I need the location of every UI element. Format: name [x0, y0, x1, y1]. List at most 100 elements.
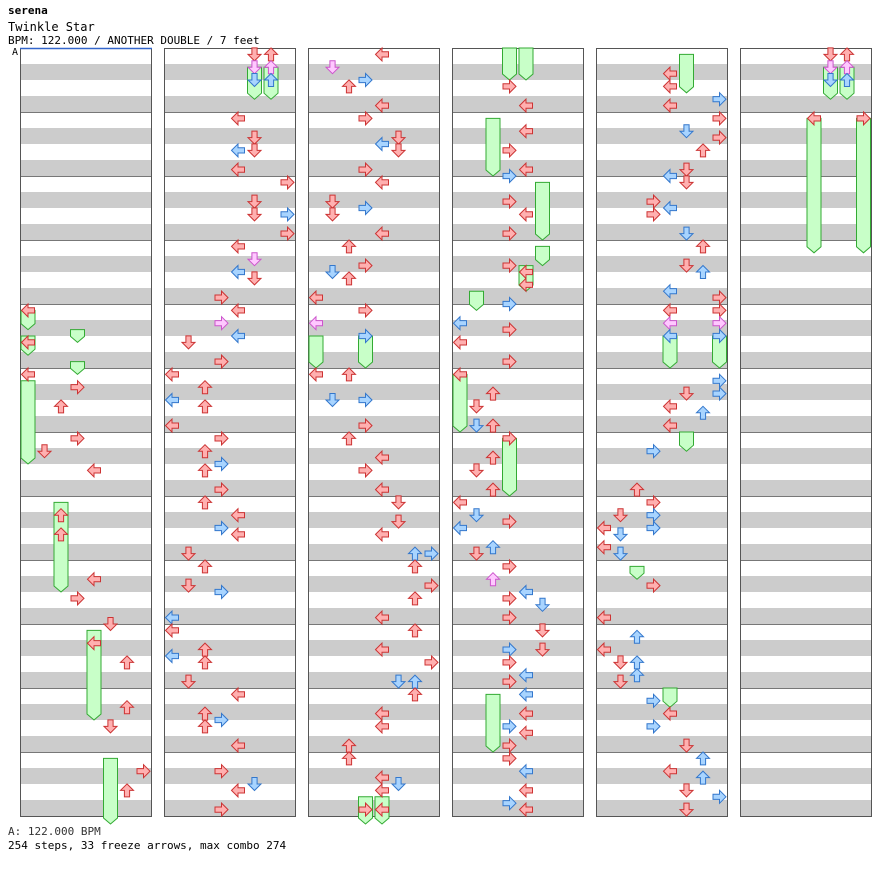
step-arrow — [822, 60, 839, 75]
step-arrow — [341, 431, 357, 446]
step-arrow — [662, 417, 677, 434]
beat-stripe — [740, 64, 872, 80]
beat-stripe — [164, 224, 296, 240]
step-arrow — [502, 78, 517, 95]
beat-stripe — [20, 224, 152, 240]
step-arrow — [341, 751, 357, 766]
step-arrow — [341, 239, 357, 254]
step-arrow — [695, 770, 711, 785]
beat-stripe — [308, 608, 440, 624]
beat-stripe — [308, 576, 440, 592]
beat-stripe — [452, 128, 584, 144]
beat-stripe — [740, 544, 872, 560]
beat-stripe — [596, 672, 728, 688]
beat-stripe — [20, 640, 152, 656]
step-arrow — [197, 559, 213, 574]
beat-stripe — [308, 672, 440, 688]
beat-stripe — [20, 576, 152, 592]
step-arrow — [246, 143, 263, 158]
step-arrow — [390, 674, 407, 689]
beat-stripe — [308, 416, 440, 432]
beat-stripe — [452, 320, 584, 336]
chart-column — [740, 48, 872, 817]
step-arrow — [390, 514, 407, 529]
beat-stripe — [740, 160, 872, 176]
beat-stripe — [740, 352, 872, 368]
beat-stripe — [740, 320, 872, 336]
freeze-arrow — [679, 431, 694, 452]
step-arrow — [86, 571, 101, 587]
beat-stripe — [596, 640, 728, 656]
step-arrow — [612, 546, 629, 561]
beat-stripe — [452, 96, 584, 112]
step-arrow — [662, 763, 677, 779]
step-arrow — [518, 705, 533, 722]
step-arrow — [452, 366, 467, 383]
beat-stripe — [164, 416, 296, 432]
step-arrow — [246, 73, 263, 88]
step-arrow — [374, 782, 389, 799]
step-arrow — [308, 315, 323, 331]
step-arrow — [596, 520, 611, 536]
step-arrow — [230, 782, 245, 799]
freeze-arrow — [518, 47, 534, 81]
step-arrow — [70, 430, 85, 447]
step-arrow — [629, 629, 645, 644]
step-arrow — [20, 334, 35, 351]
beat-stripe — [20, 96, 152, 112]
step-arrow — [407, 623, 423, 638]
beat-stripe — [596, 320, 728, 336]
step-arrow — [485, 450, 501, 465]
column-border — [740, 48, 872, 817]
step-arrow — [518, 782, 533, 799]
beat-stripe — [452, 448, 584, 464]
step-arrow — [678, 226, 695, 241]
beat-stripe — [596, 448, 728, 464]
step-arrow — [518, 725, 533, 741]
beat-stripe — [164, 352, 296, 368]
step-arrow — [263, 72, 279, 87]
step-arrow — [612, 508, 629, 523]
step-arrow — [197, 655, 213, 670]
step-arrow — [518, 277, 533, 293]
step-arrow — [695, 143, 711, 158]
chart-meta: BPM: 122.000 / ANOTHER DOUBLE / 7 feet — [8, 34, 260, 47]
step-arrow — [374, 801, 389, 818]
freeze-arrow — [485, 693, 501, 753]
step-arrow — [712, 328, 727, 344]
step-arrow — [164, 392, 179, 408]
step-arrow — [358, 462, 373, 479]
step-arrow — [230, 507, 245, 523]
step-arrow — [230, 161, 245, 178]
step-arrow — [246, 207, 263, 222]
step-arrow — [502, 513, 517, 530]
beat-stripe — [20, 480, 152, 496]
beat-stripe — [452, 576, 584, 592]
beat-stripe — [308, 640, 440, 656]
beat-stripe — [596, 416, 728, 432]
step-arrow — [518, 584, 533, 600]
step-arrow — [424, 545, 439, 562]
step-arrow — [502, 353, 517, 370]
beat-stripe — [596, 544, 728, 560]
step-arrow — [662, 328, 677, 344]
freeze-arrow — [629, 565, 645, 580]
beat-stripe — [164, 736, 296, 752]
column-border — [164, 48, 296, 817]
column-border — [596, 48, 728, 817]
step-arrow — [839, 72, 855, 87]
beat-stripe — [308, 256, 440, 272]
step-arrow — [390, 130, 407, 145]
beat-stripe — [452, 256, 584, 272]
beat-stripe — [596, 128, 728, 144]
chart-column — [452, 48, 584, 817]
step-arrow — [358, 110, 373, 127]
step-arrow — [646, 577, 661, 594]
step-arrow — [518, 801, 533, 818]
step-arrow — [246, 130, 263, 145]
step-arrow — [214, 801, 229, 818]
beat-stripe — [740, 672, 872, 688]
step-arrow — [246, 271, 263, 286]
beat-stripe — [164, 576, 296, 592]
step-arrow — [646, 693, 661, 709]
